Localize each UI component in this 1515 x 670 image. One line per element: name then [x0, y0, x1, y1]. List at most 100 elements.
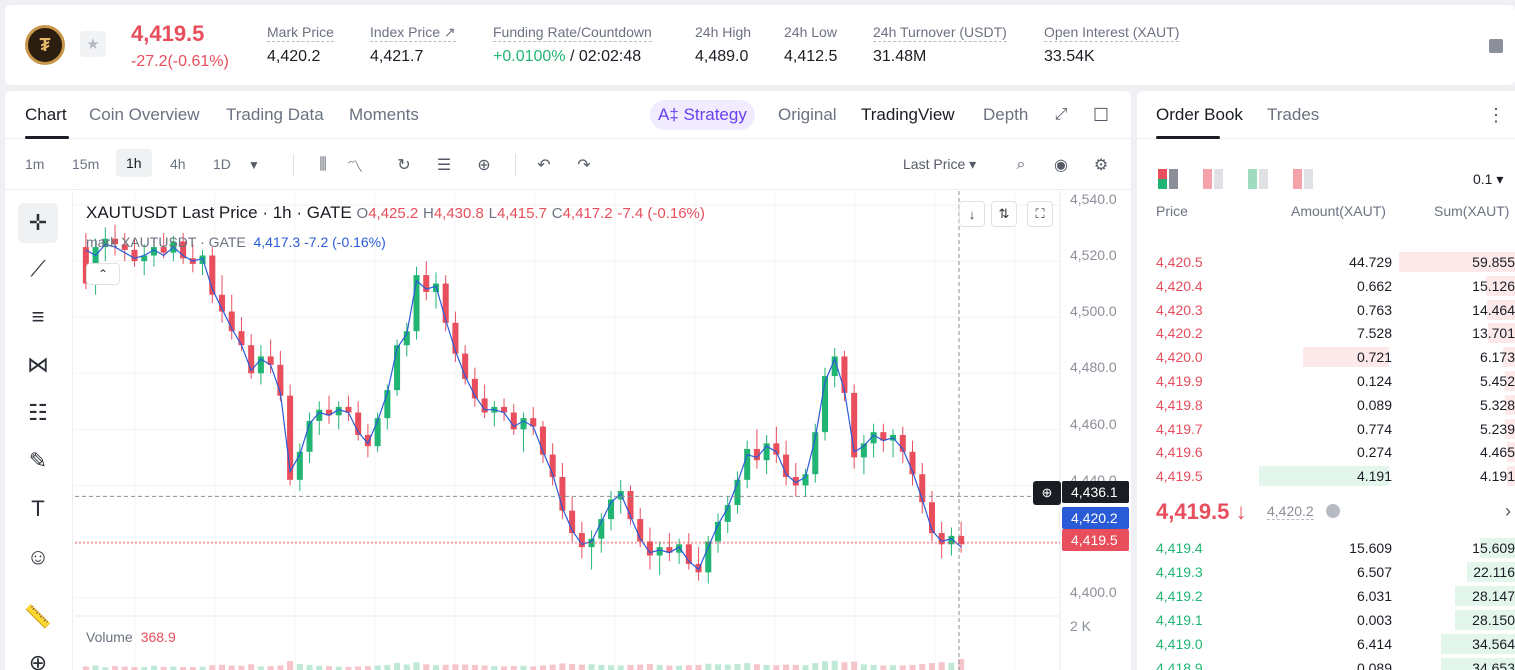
stat-label[interactable]: 24h Turnover (USDT): [873, 24, 1007, 42]
ruler-icon[interactable]: 📏: [24, 604, 52, 629]
price-chart[interactable]: XAUTUSDT Last Price · 1h · GATE O4,425.2…: [75, 191, 1131, 670]
bid-price: 4,419.3: [1156, 564, 1203, 580]
interval-1m[interactable]: 1m: [25, 156, 45, 172]
trend-line-icon[interactable]: ⟋: [30, 256, 46, 281]
volume-bar: [112, 666, 119, 670]
collapse-legend-button[interactable]: ⌃: [86, 263, 120, 285]
bid-row[interactable]: 4,419.3 6.507 22.116: [1137, 560, 1515, 584]
stat-label[interactable]: Mark Price: [267, 24, 334, 42]
zoom-in-icon[interactable]: ⊕: [28, 650, 48, 670]
expand-icon[interactable]: ⤢: [1054, 106, 1068, 123]
bid-sum: 34.653: [1472, 660, 1515, 670]
ask-row[interactable]: 4,419.6 0.274 4.465: [1137, 440, 1515, 464]
window-icon[interactable]: ☐: [1092, 104, 1110, 125]
horizontal-lines-icon[interactable]: ≡: [31, 304, 45, 329]
layout-both-icon[interactable]: [1158, 169, 1178, 189]
brush-icon[interactable]: ✎: [28, 448, 48, 473]
chevron-right-icon[interactable]: ›: [1505, 501, 1511, 521]
fullscreen-icon[interactable]: ⛶: [1027, 201, 1053, 227]
favorite-star-icon[interactable]: ★: [80, 31, 106, 57]
view-tradingview[interactable]: TradingView: [861, 105, 955, 124]
add-indicator-icon[interactable]: ⊕: [477, 157, 491, 174]
stat-label[interactable]: Index Price ↗: [370, 24, 456, 42]
funding-rate-value: +0.0100%: [493, 48, 566, 65]
candle-body: [880, 432, 887, 441]
ask-row[interactable]: 4,420.2 7.528 13.701: [1137, 321, 1515, 345]
search-icon[interactable]: ⌕: [1016, 156, 1026, 173]
candle-body: [160, 247, 167, 253]
bid-row[interactable]: 4,419.1 0.003 28.150: [1137, 608, 1515, 632]
bid-row[interactable]: 4,419.4 15.609 15.609: [1137, 536, 1515, 560]
tab-coin-overview[interactable]: Coin Overview: [89, 105, 200, 124]
add-alert-icon[interactable]: ⊕: [1033, 481, 1061, 505]
candle-body: [355, 412, 362, 435]
book-icon[interactable]: [1489, 39, 1503, 53]
ask-row[interactable]: 4,420.4 0.662 15.126: [1137, 274, 1515, 298]
undo-icon[interactable]: ↶: [537, 157, 551, 174]
layout-bids-icon[interactable]: [1248, 169, 1268, 189]
bid-row[interactable]: 4,419.2 6.031 28.147: [1137, 584, 1515, 608]
view-original[interactable]: Original: [778, 105, 837, 124]
settings-lines-icon[interactable]: ☰: [436, 157, 452, 174]
bid-row[interactable]: 4,419.0 6.414 34.564: [1137, 632, 1515, 656]
interval-15m[interactable]: 15m: [72, 156, 100, 172]
ask-row[interactable]: 4,420.5 44.729 59.855: [1137, 250, 1515, 274]
tab-moments[interactable]: Moments: [349, 105, 419, 124]
tab-trading-data[interactable]: Trading Data: [226, 105, 324, 124]
interval-4h[interactable]: 4h: [170, 156, 186, 172]
bid-amount: 0.003: [1356, 612, 1392, 628]
depth-bar: [1486, 275, 1515, 296]
emoji-icon[interactable]: ☺: [26, 544, 50, 569]
tab-chart[interactable]: Chart: [25, 105, 67, 124]
view-depth[interactable]: Depth: [983, 105, 1029, 124]
mark-price-tag: 4,420.2: [1062, 507, 1129, 529]
text-icon[interactable]: T: [31, 496, 45, 521]
gear-icon[interactable]: ⚙: [1093, 157, 1109, 174]
strategy-button[interactable]: A‡ Strategy: [650, 100, 755, 130]
bid-row[interactable]: 4,418.9 0.089 34.653: [1137, 656, 1515, 670]
redo-icon[interactable]: ↷: [577, 157, 591, 174]
camera-icon[interactable]: ◉: [1054, 157, 1068, 174]
candle-body: [102, 238, 109, 248]
candle-body: [335, 406, 342, 416]
collapse-icon[interactable]: ⇅: [991, 201, 1017, 227]
price-source-select[interactable]: Last Price ▾: [903, 156, 977, 172]
tab-trades[interactable]: Trades: [1267, 105, 1320, 124]
interval-1h[interactable]: 1h: [116, 149, 152, 177]
volume-bar: [656, 664, 663, 670]
volume-bar: [364, 666, 371, 670]
candlestick-type-icon[interactable]: ⫼: [319, 156, 327, 173]
ask-row[interactable]: 4,419.9 0.124 5.452: [1137, 369, 1515, 393]
candle-body: [316, 409, 323, 421]
indicators-icon[interactable]: 〽: [346, 159, 363, 176]
ask-row[interactable]: 4,419.5 4.191 4.191: [1137, 464, 1515, 488]
legend-close: 4,417.2: [562, 205, 613, 222]
more-options-icon[interactable]: ⋮: [1487, 105, 1505, 125]
tab-order-book[interactable]: Order Book: [1156, 105, 1243, 124]
crosshair-icon[interactable]: ✛: [18, 203, 58, 243]
ask-row[interactable]: 4,419.8 0.089 5.328: [1137, 393, 1515, 417]
volume-bar: [666, 665, 673, 670]
ask-row[interactable]: 4,420.3 0.763 14.464: [1137, 298, 1515, 322]
candlestick-chart[interactable]: [75, 191, 1131, 670]
arrow-down-icon[interactable]: ↓: [959, 201, 985, 227]
header-sum: Sum(XAUT): [1434, 203, 1510, 219]
stat-label[interactable]: Funding Rate/Countdown: [493, 24, 652, 42]
ask-row[interactable]: 4,419.7 0.774 5.239: [1137, 417, 1515, 441]
fib-icon[interactable]: ☷: [28, 400, 48, 425]
volume-value: 368.9: [140, 629, 176, 645]
layout-asks-only-icon[interactable]: [1293, 169, 1313, 189]
interval-1d[interactable]: 1D: [213, 156, 231, 172]
stat-value: +0.0100% / 02:02:48: [493, 48, 652, 66]
refresh-icon[interactable]: ↻: [397, 157, 411, 174]
layout-asks-icon[interactable]: [1203, 169, 1223, 189]
chevron-down-icon[interactable]: ▼: [248, 158, 260, 172]
candle-body: [656, 547, 663, 556]
tick-size-select[interactable]: 0.1 ▾: [1473, 171, 1504, 187]
ask-row[interactable]: 4,420.0 0.721 6.173: [1137, 345, 1515, 369]
candle-body: [860, 443, 867, 458]
stat-label[interactable]: Open Interest (XAUT): [1044, 24, 1180, 42]
pattern-icon[interactable]: ⋈: [27, 352, 49, 377]
mark-legend: mark XAUTUSDT · GATE 4,417.3 -7.2 (-0.16…: [86, 234, 386, 250]
candle-body: [296, 451, 303, 480]
